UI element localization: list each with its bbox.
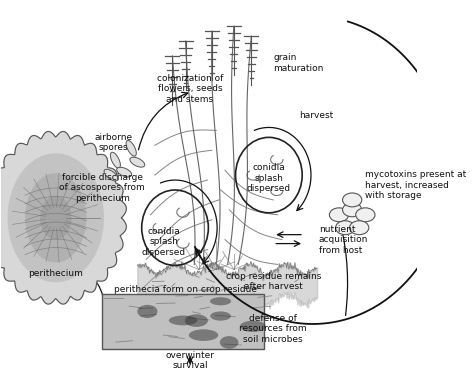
Ellipse shape — [117, 167, 132, 177]
Text: airborne
spores: airborne spores — [95, 133, 133, 152]
Ellipse shape — [349, 221, 369, 235]
Text: forcible discharge
of ascospores from
perithecium: forcible discharge of ascospores from pe… — [59, 173, 145, 203]
Polygon shape — [0, 132, 127, 304]
Ellipse shape — [126, 140, 137, 156]
Ellipse shape — [210, 297, 231, 305]
Ellipse shape — [169, 315, 197, 325]
Text: perithecia form on crop residue: perithecia form on crop residue — [114, 285, 257, 294]
Text: grain
maturation: grain maturation — [273, 53, 324, 73]
Ellipse shape — [185, 314, 208, 327]
Text: perithecium: perithecium — [28, 269, 83, 278]
Ellipse shape — [343, 203, 362, 217]
Ellipse shape — [210, 311, 231, 321]
Ellipse shape — [240, 321, 266, 332]
FancyBboxPatch shape — [102, 294, 264, 349]
Text: colonization of
flowers, seeds
and stems: colonization of flowers, seeds and stems — [157, 74, 223, 104]
Ellipse shape — [343, 193, 362, 207]
Text: mycotoxins present at
harvest, increased
with storage: mycotoxins present at harvest, increased… — [365, 170, 466, 200]
Text: conidia
splash
dispersed: conidia splash dispersed — [247, 163, 291, 193]
Ellipse shape — [336, 221, 355, 235]
Ellipse shape — [356, 208, 375, 222]
Text: overwinter
survival: overwinter survival — [165, 351, 214, 370]
Ellipse shape — [189, 329, 218, 341]
Text: crop residue remains
after harvest: crop residue remains after harvest — [226, 271, 321, 291]
Ellipse shape — [220, 336, 238, 349]
Text: conidia
splash
dispersed: conidia splash dispersed — [142, 227, 186, 256]
Ellipse shape — [130, 157, 145, 167]
Ellipse shape — [329, 208, 349, 222]
Text: harvest: harvest — [300, 111, 334, 120]
Text: defense of
resources from
soil microbes: defense of resources from soil microbes — [239, 314, 307, 344]
Ellipse shape — [25, 173, 86, 262]
Text: nutrient
acquisition
from host: nutrient acquisition from host — [319, 225, 368, 255]
Ellipse shape — [40, 196, 72, 240]
Ellipse shape — [104, 169, 118, 181]
Ellipse shape — [137, 305, 157, 318]
Ellipse shape — [8, 153, 104, 282]
Ellipse shape — [110, 152, 120, 168]
